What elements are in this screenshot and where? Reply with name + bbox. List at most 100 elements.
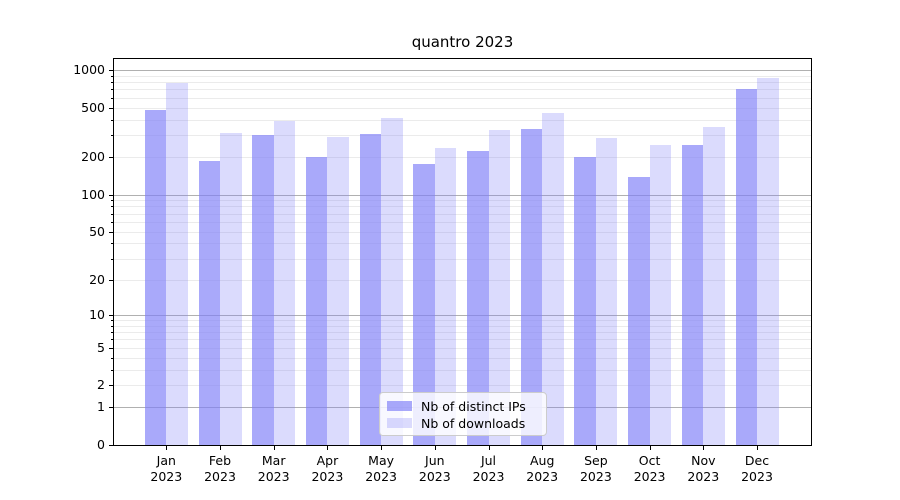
x-tick [595,446,597,450]
y-tick-label: 50 [89,223,105,239]
legend-swatch-distinct-ips-icon [387,401,412,411]
y-tick [109,347,113,349]
y-minor-tick [111,369,113,371]
legend-item-distinct-ips: Nb of distinct IPs [387,398,538,414]
y-minor-tick [111,82,113,83]
minor-gridline [114,107,811,109]
bar-downloads [757,77,779,445]
minor-gridline [114,82,811,83]
minor-gridline [114,221,811,223]
x-tick-label: Oct 2023 [633,453,666,484]
minor-gridline [114,279,811,281]
minor-gridline [114,332,811,334]
y-tick-label: 2 [97,377,105,393]
bar-distinct-ips [574,157,596,445]
x-tick-label: Apr 2023 [311,453,344,484]
bar-distinct-ips [681,145,704,445]
x-tick-label: Aug 2023 [526,453,559,484]
x-tick-label: Mar 2023 [257,453,290,484]
y-minor-tick [111,339,113,341]
bar-downloads [434,148,457,445]
bar-distinct-ips [735,89,757,445]
y-tick-label: 200 [81,149,105,165]
major-gridline [114,69,811,71]
minor-gridline [114,200,811,202]
y-minor-tick [111,221,113,223]
minor-gridline [114,339,811,341]
minor-gridline [114,320,811,321]
x-tick [703,446,705,450]
x-tick [166,446,168,450]
x-tick [542,446,544,450]
y-tick [109,407,113,409]
x-tick-label: Jul 2023 [472,453,505,484]
bar-downloads [649,145,672,445]
y-tick [109,157,113,159]
bar-downloads [273,121,296,445]
bar-distinct-ips [144,109,167,445]
minor-gridline [114,347,811,349]
legend-label-distinct-ips: Nb of distinct IPs [421,398,526,414]
y-tick-label: 5 [97,339,105,355]
y-minor-tick [111,75,113,77]
x-tick [649,446,651,450]
bar-distinct-ips [359,134,382,445]
x-tick-label: Nov 2023 [687,453,720,484]
y-tick [109,445,113,446]
x-tick [273,446,275,450]
y-tick [109,107,113,109]
minor-gridline [114,206,811,208]
y-minor-tick [111,332,113,334]
x-tick [327,446,329,450]
bar-downloads [542,113,564,445]
y-tick-label: 20 [89,271,105,287]
x-tick-label: Sep 2023 [579,453,612,484]
bar-downloads [220,132,242,445]
minor-gridline [114,119,811,121]
y-minor-tick [111,213,113,215]
y-tick-label: 1000 [73,61,105,77]
x-tick [381,446,383,450]
minor-gridline [114,258,811,260]
x-tick-label: Feb 2023 [204,453,236,484]
chart-title: quantro 2023 [411,33,514,51]
x-tick-label: Jun 2023 [418,453,451,484]
legend-item-downloads: Nb of downloads [387,415,538,431]
minor-gridline [114,369,811,371]
bar-downloads [595,138,618,445]
y-tick [109,279,113,281]
y-tick-label: 500 [81,99,105,115]
y-tick [109,231,113,233]
y-minor-tick [111,320,113,321]
y-tick [109,385,113,387]
y-minor-tick [111,200,113,202]
bar-distinct-ips [198,161,220,445]
x-tick-label: Jan 2023 [150,453,183,484]
minor-gridline [114,385,811,387]
y-minor-tick [111,97,113,99]
y-tick [109,314,113,316]
major-gridline [114,314,811,316]
minor-gridline [114,157,811,159]
bar-downloads [327,137,349,445]
minor-gridline [114,231,811,233]
minor-gridline [114,75,811,77]
x-tick-label: Dec 2023 [741,453,773,484]
y-tick [109,69,113,71]
y-minor-tick [111,243,113,245]
minor-gridline [114,325,811,327]
bar-downloads [166,82,188,445]
x-tick [488,446,490,450]
plot-area [113,58,812,446]
minor-gridline [114,97,811,99]
y-minor-tick [111,357,113,359]
x-tick [757,446,758,450]
bar-distinct-ips [628,177,650,445]
legend-swatch-downloads-icon [387,418,412,428]
y-minor-tick [111,135,113,137]
legend: Nb of distinct IPs Nb of downloads [379,392,547,436]
bar-distinct-ips [252,135,274,445]
bar-distinct-ips [305,157,328,445]
minor-gridline [114,89,811,91]
minor-gridline [114,357,811,359]
